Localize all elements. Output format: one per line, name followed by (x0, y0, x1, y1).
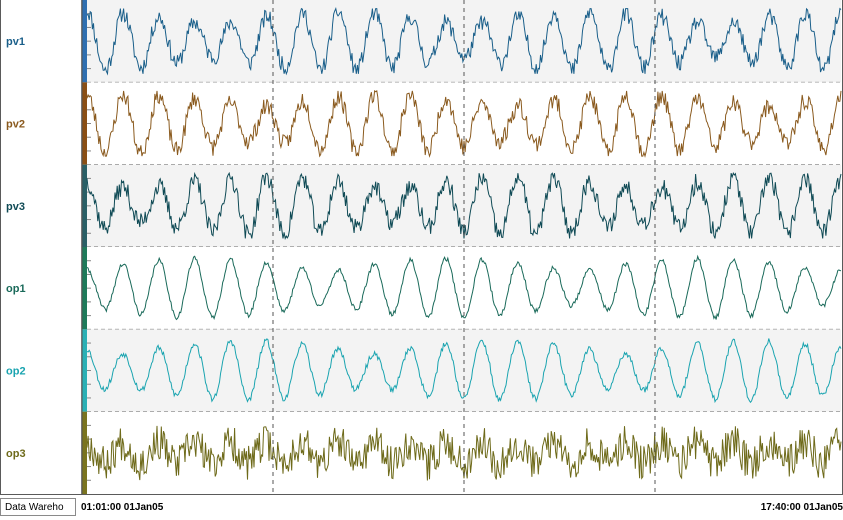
time-axis-footer: Data Wareho 01:01:00 01Jan05 17:40:00 01… (0, 496, 843, 520)
track-color-bar-op1 (82, 247, 87, 330)
data-source-tab[interactable]: Data Wareho (0, 498, 76, 516)
trend-chart: pv1 pv2 pv3 op1 op2 op3 (6, 0, 842, 494)
track-label-op1: op1 (6, 283, 26, 295)
track-color-bar-pv3 (82, 164, 87, 247)
start-time-label: 01:01:00 01Jan05 (81, 502, 164, 513)
track-color-bar-pv2 (82, 82, 87, 165)
series-line-pv3 (86, 171, 842, 241)
series-line-pv2 (86, 89, 842, 158)
track-color-bar-op3 (82, 411, 87, 494)
track-label-pv3: pv3 (6, 201, 25, 213)
track-label-pv1: pv1 (6, 36, 25, 48)
trend-chart-frame: pv1 pv2 pv3 op1 op2 op3 (0, 0, 843, 495)
series-line-op1 (86, 254, 842, 321)
track-color-bar-op2 (82, 329, 87, 412)
track-label-pv2: pv2 (6, 119, 25, 131)
series-line-op2 (86, 338, 842, 404)
track-label-op3: op3 (6, 448, 26, 460)
series-line-op3 (86, 425, 842, 481)
track-label-op2: op2 (6, 366, 26, 378)
end-time-label: 17:40:00 01Jan05 (760, 502, 843, 513)
track-color-bar-pv1 (82, 0, 87, 83)
